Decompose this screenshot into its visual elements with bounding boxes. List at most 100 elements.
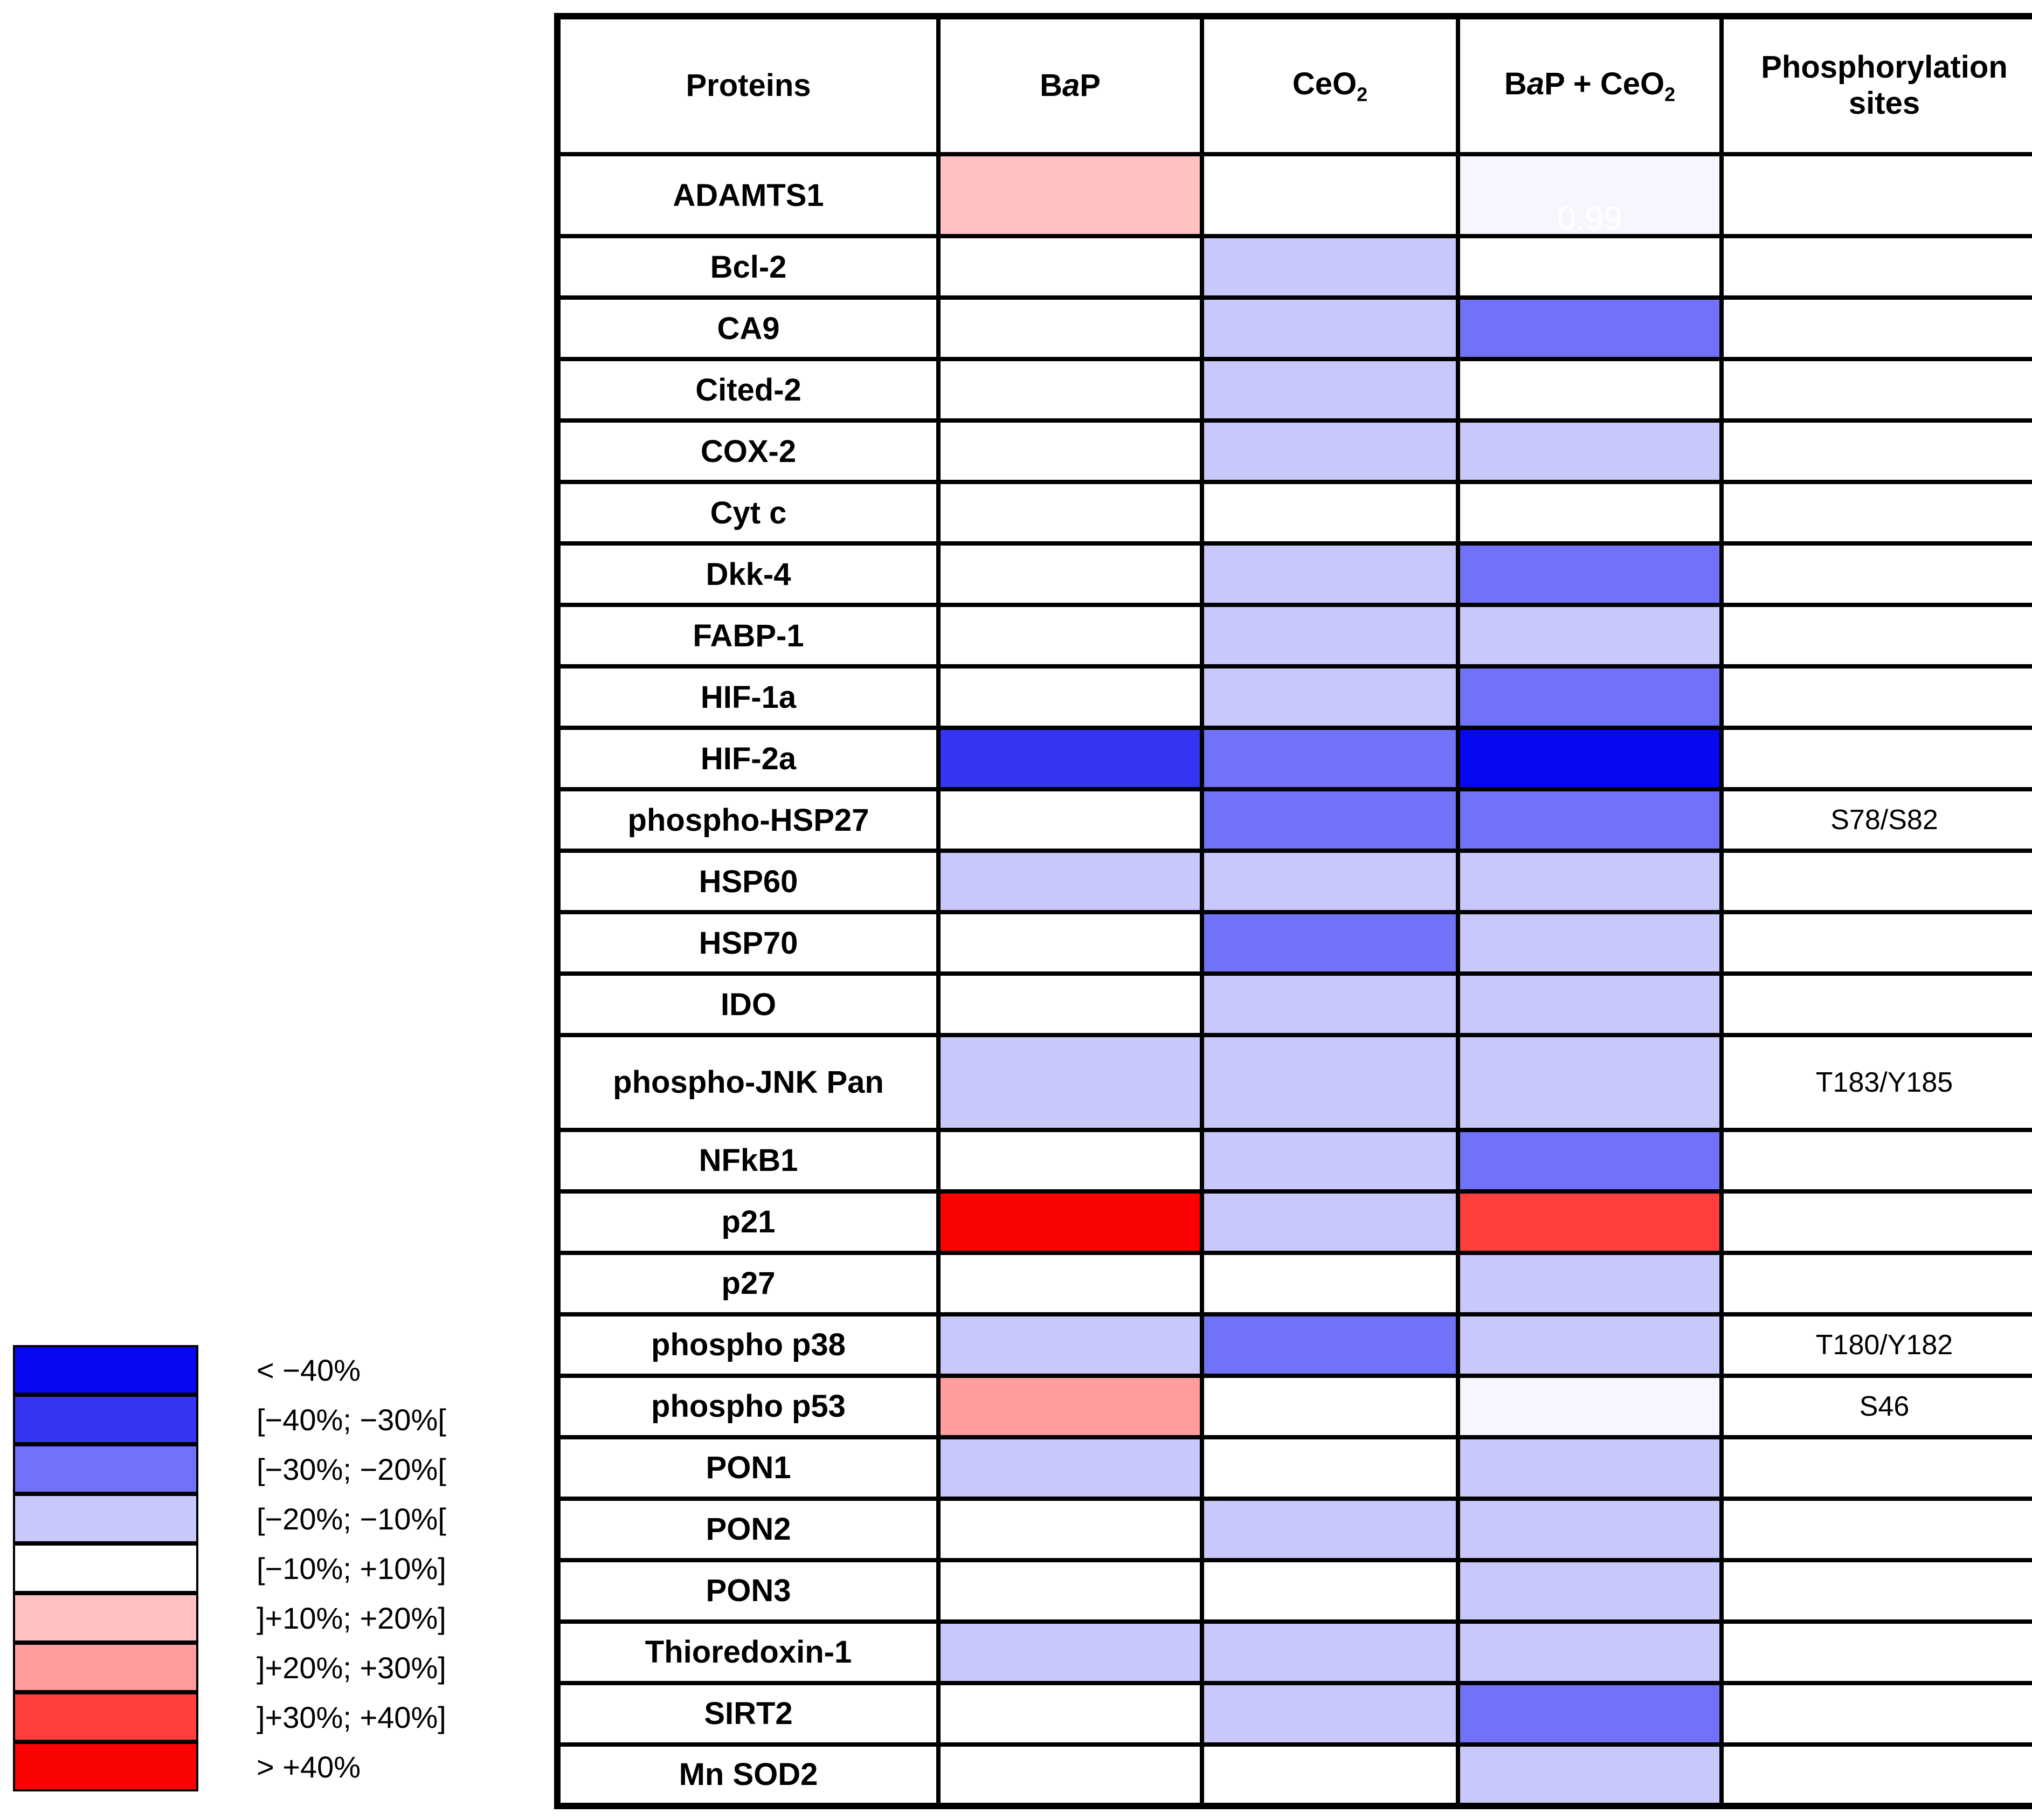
ceo2-cell: [1200, 849, 1460, 915]
table-row: ADAMTS1 0.99: [555, 151, 2032, 239]
col-header-ceo2: CeO2: [1200, 14, 1460, 156]
bap-cell: [936, 1742, 1204, 1809]
legend-swatch: [13, 1395, 198, 1444]
ceo2-cell: [1200, 1619, 1460, 1685]
phospho-site-cell: [1719, 1435, 2032, 1501]
table-row: phospho p53 S46: [555, 1373, 2032, 1439]
ceo2-cell: [1200, 603, 1460, 669]
phospho-site-cell: [1719, 480, 2032, 546]
ceo2-cell: [1200, 418, 1460, 485]
bap-cell: [936, 971, 1204, 1038]
protein-name: FABP-1: [555, 603, 941, 669]
bap-cell: [936, 151, 1204, 239]
bap-ceo2-cell: [1456, 541, 1724, 608]
bap-cell: [936, 1619, 1204, 1685]
col-header-bap-ceo2-italic: a: [1526, 66, 1545, 101]
ceo2-cell: [1200, 295, 1460, 362]
bap-cell: [936, 1033, 1204, 1132]
phospho-site-cell: [1719, 151, 2032, 239]
phospho-site-cell: [1719, 357, 2032, 423]
bap-cell: [936, 787, 1204, 853]
legend-label: ]+20%; +30%]: [257, 1650, 446, 1685]
table-row: CA9: [555, 295, 2032, 362]
protein-name: Cyt c: [555, 480, 941, 546]
protein-name: phospho p38: [555, 1312, 941, 1378]
phospho-site-cell: [1719, 295, 2032, 362]
table-row: phospho-JNK Pan T183/Y185: [555, 1033, 2032, 1132]
col-header-bap-text: B: [1040, 67, 1062, 103]
ceo2-cell: [1200, 910, 1460, 976]
bap-ceo2-cell: [1456, 1250, 1724, 1316]
protein-name: HSP60: [555, 849, 941, 915]
bap-cell: [936, 664, 1204, 730]
bap-ceo2-cell: [1456, 1496, 1724, 1562]
table-row: p27: [555, 1250, 2032, 1316]
legend-item: ]+10%; +20%]: [13, 1593, 446, 1643]
bap-ceo2-cell: [1456, 910, 1724, 976]
bap-cell: [936, 418, 1204, 485]
ceo2-cell: [1200, 1373, 1460, 1439]
bap-cell: [936, 357, 1204, 423]
protein-name: Dkk-4: [555, 541, 941, 608]
bap-ceo2-cell: [1456, 1742, 1724, 1809]
legend-swatch: [13, 1643, 198, 1692]
table-row: Thioredoxin-1: [555, 1619, 2032, 1685]
phospho-site-cell: [1719, 1250, 2032, 1316]
table-row: Mn SOD2: [555, 1742, 2032, 1809]
protein-name: SIRT2: [555, 1680, 941, 1747]
protein-name: COX-2: [555, 418, 941, 485]
phospho-site-cell: [1719, 664, 2032, 730]
phospho-site-cell: T183/Y185: [1719, 1033, 2032, 1132]
protein-name: HSP70: [555, 910, 941, 976]
legend-item: > +40%: [13, 1742, 446, 1791]
col-header-ceo2-subscript: 2: [1357, 83, 1368, 106]
legend-item: [−30%; −20%[: [13, 1444, 446, 1494]
legend-swatch: [13, 1742, 198, 1791]
col-header-bap-ceo2-text2: P + CeO: [1544, 66, 1665, 101]
table-row: HIF-2a: [555, 726, 2032, 792]
protein-name: Bcl-2: [555, 234, 941, 300]
phospho-site-cell: S78/S82: [1719, 787, 2032, 853]
bap-cell: [936, 1127, 1204, 1194]
protein-name: IDO: [555, 971, 941, 1038]
bap-cell: [936, 1435, 1204, 1501]
color-scale-legend: < −40% [−40%; −30%[ [−30%; −20%[ [−20%; …: [13, 1345, 446, 1791]
legend-label: [−40%; −30%[: [257, 1402, 446, 1437]
legend-label: ]+30%; +40%]: [257, 1700, 446, 1734]
table-row: Bcl-2: [555, 234, 2032, 300]
col-header-ceo2-text: CeO: [1292, 66, 1357, 101]
col-header-bap-ceo2-subscript: 2: [1664, 83, 1676, 106]
bap-cell: [936, 234, 1204, 300]
protein-name: HIF-2a: [555, 726, 941, 792]
table-row: PON3: [555, 1557, 2032, 1624]
table-row: phospho p38 T180/Y182: [555, 1312, 2032, 1378]
protein-name: phospho-JNK Pan: [555, 1033, 941, 1132]
ceo2-cell: [1200, 1680, 1460, 1747]
ceo2-cell: [1200, 1557, 1460, 1624]
protein-name: PON1: [555, 1435, 941, 1501]
phospho-site-cell: [1719, 1189, 2032, 1255]
phospho-site-cell: [1719, 1496, 2032, 1562]
legend-label: [−20%; −10%[: [257, 1501, 446, 1536]
legend-swatch: [13, 1494, 198, 1543]
ceo2-cell: [1200, 1742, 1460, 1809]
table-row: HSP70: [555, 910, 2032, 976]
ceo2-cell: [1200, 1312, 1460, 1378]
ceo2-cell: [1200, 541, 1460, 608]
protein-name: NFkB1: [555, 1127, 941, 1194]
bap-ceo2-cell: [1456, 664, 1724, 730]
bap-cell: [936, 1557, 1204, 1624]
legend-item: [−40%; −30%[: [13, 1395, 446, 1444]
ceo2-cell: [1200, 1033, 1460, 1132]
col-header-bap-ceo2-text: B: [1504, 66, 1527, 101]
table-row: HIF-1a: [555, 664, 2032, 730]
bap-cell: [936, 726, 1204, 792]
legend-item: ]+30%; +40%]: [13, 1692, 446, 1742]
legend-swatch: [13, 1593, 198, 1643]
protein-name: phospho p53: [555, 1373, 941, 1439]
bap-ceo2-cell: [1456, 787, 1724, 853]
protein-heatmap-table: Proteins BaP CeO2 BaP + CeO2 Phosphoryla…: [554, 13, 2032, 1809]
table-row: PON1: [555, 1435, 2032, 1501]
bap-cell: [936, 603, 1204, 669]
bap-ceo2-cell: [1456, 603, 1724, 669]
